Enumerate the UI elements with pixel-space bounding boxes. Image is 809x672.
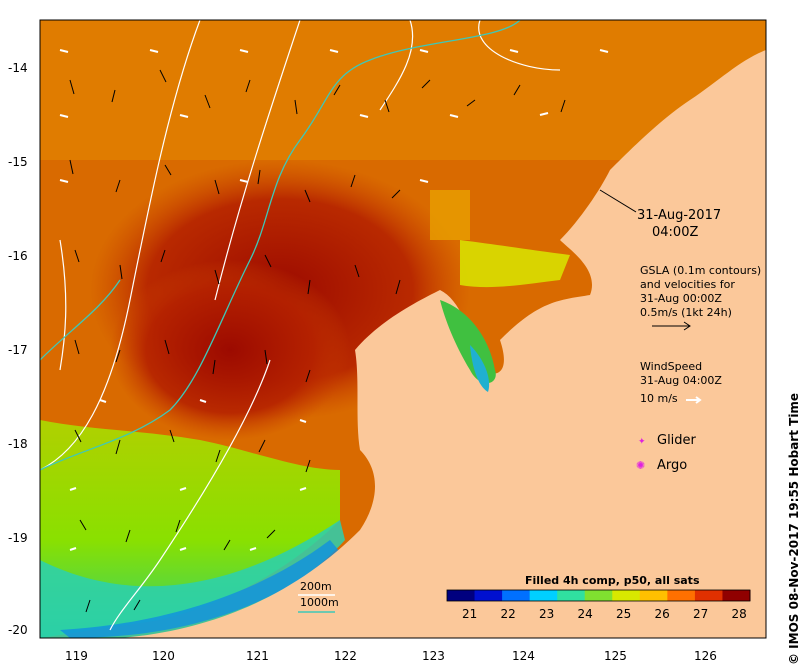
coastal-blue xyxy=(60,540,340,638)
datetime-time: 04:00Z xyxy=(652,225,698,240)
lon-tick-label: 125 xyxy=(604,649,627,663)
datetime-pointer xyxy=(599,189,637,213)
gsla-scale-arrow xyxy=(652,321,691,331)
inlet-cyan xyxy=(470,345,490,392)
lat-axis: -14 -15 -16 -17 -18 -19 -20 xyxy=(8,61,28,637)
coast-yellow xyxy=(460,240,570,288)
legend-block: 31-Aug-2017 04:00Z GSLA (0.1m contours) … xyxy=(298,189,761,613)
wind-vectors xyxy=(59,49,609,551)
lon-tick-label: 119 xyxy=(65,649,88,663)
gsla-label: 31-Aug 00:00Z xyxy=(640,292,722,305)
isobath-200-label: 200m xyxy=(300,580,332,593)
wind-label: WindSpeed xyxy=(640,360,702,373)
colorbar-tick-label: 23 xyxy=(539,607,554,621)
lon-tick-label: 122 xyxy=(334,649,357,663)
glider-icon: ✦ xyxy=(638,437,646,447)
argo-icon: ✺ xyxy=(636,459,645,472)
lat-tick-label: -18 xyxy=(8,437,28,451)
wind-scale-label: 10 m/s xyxy=(640,392,678,405)
colorbar-cells xyxy=(447,590,751,601)
colorbar-cell xyxy=(584,590,613,601)
gsla-label: and velocities for xyxy=(640,278,735,291)
lat-tick-label: -19 xyxy=(8,531,28,545)
gsla-label: GSLA (0.1m contours) xyxy=(640,264,761,277)
colorbar-cell xyxy=(474,590,503,601)
lon-tick-label: 126 xyxy=(694,649,717,663)
velocity-vectors xyxy=(69,69,566,613)
colorbar-cell xyxy=(502,590,531,601)
gsla-scale-label: 0.5m/s (1kt 24h) xyxy=(640,306,732,319)
gsla-contours xyxy=(40,20,561,631)
cool-water xyxy=(40,420,340,638)
lat-tick-label: -20 xyxy=(8,623,28,637)
colorbar-tick-label: 21 xyxy=(462,607,477,621)
lon-tick-label: 124 xyxy=(512,649,535,663)
datetime-label: 31-Aug-2017 xyxy=(637,208,721,223)
lat-tick-label: -14 xyxy=(8,61,28,75)
colorbar-tick-label: 22 xyxy=(501,607,516,621)
glider-label: Glider xyxy=(657,433,697,448)
colorbar-cell xyxy=(722,590,751,601)
isobath-1000-label: 1000m xyxy=(300,596,339,609)
colorbar-ticks: 21 22 23 24 25 26 27 28 xyxy=(462,607,747,621)
lon-axis: 119 120 121 122 123 124 125 126 xyxy=(65,649,717,663)
colorbar-title: Filled 4h comp, p50, all sats xyxy=(525,574,700,587)
colorbar-cell xyxy=(667,590,696,601)
wind-label: 31-Aug 04:00Z xyxy=(640,374,722,387)
colorbar-tick-label: 26 xyxy=(655,607,670,621)
colorbar-cell xyxy=(612,590,641,601)
colorbar-cell xyxy=(447,590,476,601)
coastal-cyan xyxy=(40,520,345,638)
colorbar-tick-label: 25 xyxy=(616,607,631,621)
plot-frame xyxy=(39,19,767,639)
hot-core-2 xyxy=(110,260,350,440)
colorbar-tick-label: 28 xyxy=(732,607,747,621)
colorbar-cell xyxy=(694,590,723,601)
wind-scale-arrow xyxy=(686,396,702,404)
colorbar: Filled 4h comp, p50, all sats 21 22 23 24 25… xyxy=(446,574,751,621)
isobath-1000m-b xyxy=(40,279,121,361)
colorbar-tick-label: 27 xyxy=(693,607,708,621)
lon-tick-label: 123 xyxy=(422,649,445,663)
colorbar-cell xyxy=(529,590,558,601)
lon-tick-label: 121 xyxy=(246,649,269,663)
colorbar-cell xyxy=(639,590,668,601)
colorbar-cell xyxy=(557,590,586,601)
land xyxy=(120,20,766,638)
credit-label: © IMOS 08-Nov-2017 19:55 Hobart Time xyxy=(787,393,801,665)
colorbar-frame xyxy=(446,589,751,602)
colorbar-tick-label: 24 xyxy=(578,607,593,621)
lat-tick-label: -15 xyxy=(8,155,28,169)
lat-tick-label: -17 xyxy=(8,343,28,357)
argo-label: Argo xyxy=(657,458,687,473)
data-patch xyxy=(430,190,470,240)
isobath-1000m xyxy=(40,20,521,471)
lat-tick-label: -16 xyxy=(8,249,28,263)
lon-tick-label: 120 xyxy=(152,649,175,663)
